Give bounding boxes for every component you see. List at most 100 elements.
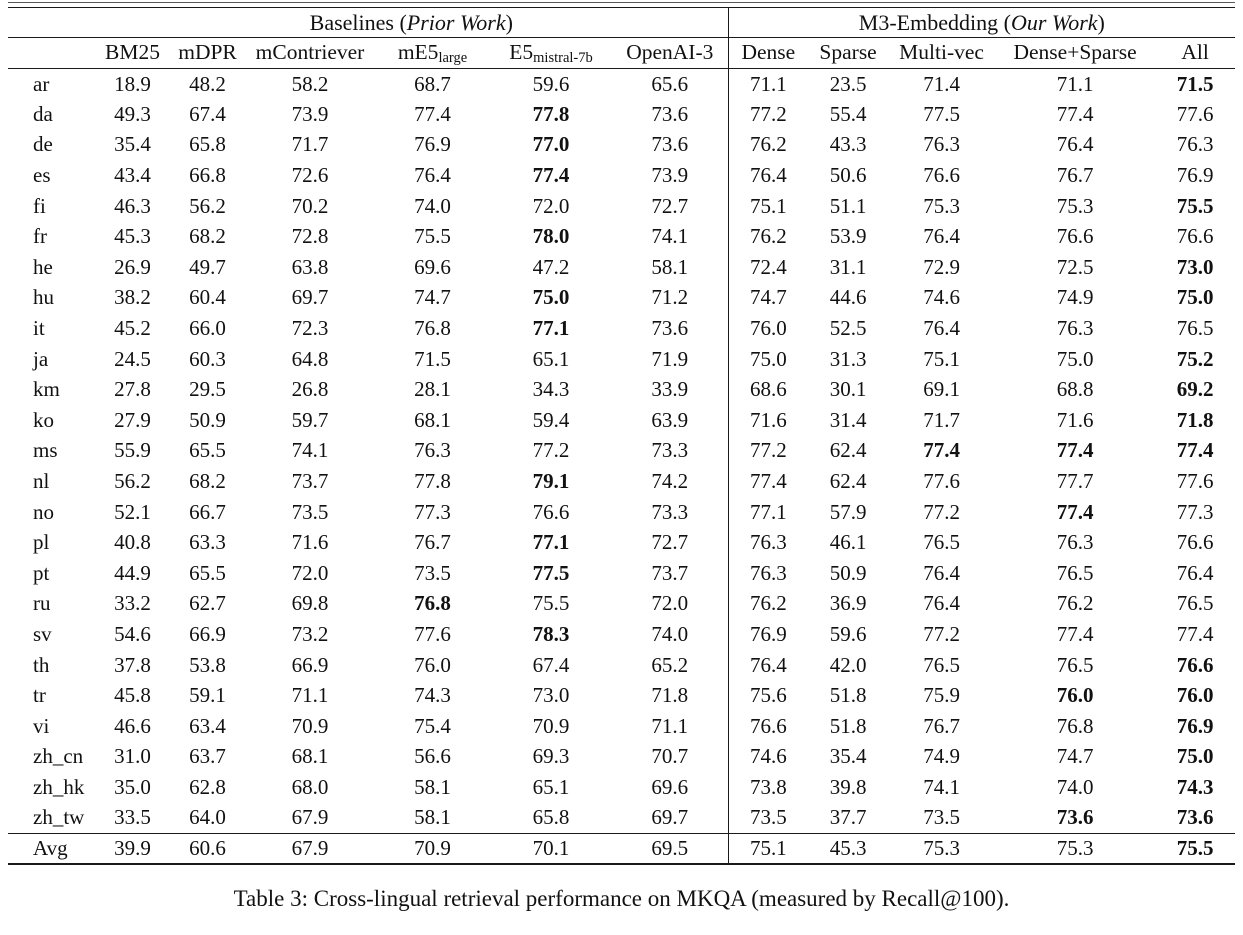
value-cell: 46.3 (114, 193, 151, 218)
row-label: nl (33, 469, 50, 494)
value-cell: 76.6 (1056, 224, 1094, 249)
value-cell: 33.5 (114, 805, 151, 830)
value-cell: 76.7 (923, 713, 960, 738)
value-cell: 51.8 (829, 683, 867, 708)
value-cell: 76.5 (923, 530, 960, 555)
row-label: pl (33, 530, 50, 555)
value-cell: 45.3 (808, 832, 889, 864)
value-cell: 77.6 (923, 469, 960, 494)
value-cell: 74.2 (612, 466, 729, 497)
value-cell: 67.4 (532, 652, 570, 677)
value-cell: 77.6 (1176, 469, 1214, 494)
value-cell: 76.3 (414, 438, 451, 463)
value-cell: 76.3 (923, 132, 960, 157)
value-cell: 43.3 (829, 132, 867, 157)
value-cell: 38.2 (114, 285, 151, 310)
value-cell: 70.9 (375, 832, 490, 864)
value-cell: 73.9 (612, 160, 729, 191)
value-cell: 70.9 (291, 713, 329, 738)
table-row: da 49.3 67.4 73.9 77.4 77.8 73.6 77.2 55.4 77.5 77… (8, 99, 1235, 130)
table-row: fi 46.3 56.2 70.2 74.0 72.0 72.7 75.1 51.1 75.3 75… (8, 190, 1235, 222)
column-header: Dense (728, 37, 809, 69)
table-row: sv 54.6 66.9 73.2 77.6 78.3 74.0 76.9 59.6 77.2 77… (8, 619, 1235, 650)
column-header-row: BM25 mDPR mContriever mE5large E5mistral-7b O… (8, 37, 1236, 69)
results-table: Baselines (Prior Work) M3-Embedding (Our … (8, 7, 1236, 865)
value-cell: 76.5 (923, 652, 960, 677)
value-cell: 76.9 (1176, 163, 1214, 188)
value-cell: 75.0 (1056, 346, 1094, 371)
table-row: km 27.8 29.5 26.8 28.1 34.3 33.9 68.6 30.1 69.1 68… (8, 374, 1235, 406)
value-cell: 76.5 (1176, 591, 1214, 616)
value-cell: 72.7 (612, 190, 729, 222)
table-row: zh_hk 35.0 62.8 68.0 58.1 65.1 69.6 73.8 39.8 74.… (8, 772, 1235, 803)
value-cell: 39.8 (829, 774, 867, 799)
value-cell: 69.6 (414, 254, 451, 279)
value-cell: 73.3 (612, 496, 729, 528)
value-cell: 73.6 (1056, 805, 1094, 830)
value-cell: 76.4 (923, 316, 960, 341)
value-cell: 77.4 (923, 438, 960, 463)
value-cell: 76.2 (749, 224, 787, 249)
value-cell: 77.5 (923, 101, 960, 126)
value-cell: 68.6 (749, 377, 787, 402)
value-cell: 24.5 (114, 346, 151, 371)
value-cell: 76.9 (414, 132, 451, 157)
value-cell: 76.3 (1056, 530, 1094, 555)
value-cell: 52.5 (829, 316, 867, 341)
value-cell: 50.9 (829, 560, 867, 585)
row-label: zh_tw (33, 805, 85, 830)
table-row: fr 45.3 68.2 72.8 75.5 78.0 74.1 76.2 53.9 76.4 76… (8, 221, 1235, 253)
value-cell: 57.9 (829, 499, 867, 524)
row-label: no (33, 499, 54, 524)
value-cell: 77.2 (923, 621, 960, 646)
value-cell: 27.9 (114, 407, 151, 432)
value-cell: 77.2 (749, 101, 787, 126)
value-cell: 76.6 (1176, 652, 1214, 677)
value-cell: 46.1 (829, 530, 867, 555)
value-cell: 76.4 (749, 652, 787, 677)
value-cell: 77.2 (532, 438, 570, 463)
value-cell: 42.0 (829, 652, 867, 677)
value-cell: 51.1 (829, 193, 867, 218)
value-cell: 75.1 (728, 832, 809, 864)
column-header: Multi-vec (888, 37, 996, 69)
value-cell: 77.4 (1176, 438, 1214, 463)
table-row: vi 46.6 63.4 70.9 75.4 70.9 71.1 76.6 51.8 76.7 76… (8, 710, 1235, 742)
value-cell: 76.4 (923, 224, 960, 249)
row-label: tr (33, 683, 46, 708)
table-row: de 35.4 65.8 71.7 76.9 77.0 73.6 76.2 43.3 76.3 76… (8, 129, 1235, 161)
value-cell: 74.1 (291, 438, 329, 463)
table-row: pl 40.8 63.3 71.6 76.7 77.1 72.7 76.3 46.1 76.5 76… (8, 527, 1235, 558)
column-header: mE5large (375, 37, 490, 69)
value-cell: 68.1 (291, 744, 329, 769)
value-cell: 62.4 (829, 469, 867, 494)
table-caption: Table 3: Cross-lingual retrieval perform… (233, 885, 1010, 911)
value-cell: 73.0 (532, 683, 570, 708)
corner-cell (8, 7, 95, 38)
value-cell: 67.9 (291, 805, 329, 830)
value-cell: 73.2 (291, 621, 329, 646)
column-header-subscript: large (438, 50, 468, 67)
value-cell: 31.1 (829, 254, 867, 279)
value-cell: 71.5 (1176, 71, 1214, 96)
value-cell: 60.4 (189, 285, 226, 310)
value-cell: 77.6 (1176, 101, 1214, 126)
row-label: km (33, 377, 60, 402)
value-cell: 76.6 (923, 163, 960, 188)
value-cell: 72.6 (291, 163, 329, 188)
value-cell: 69.2 (1176, 377, 1214, 402)
row-label: zh_hk (33, 774, 85, 799)
row-label: th (33, 652, 50, 677)
value-cell: 60.3 (189, 346, 226, 371)
value-cell: 75.3 (995, 832, 1156, 864)
value-cell: 64.8 (291, 346, 329, 371)
value-cell: 78.3 (532, 621, 570, 646)
value-cell: 78.0 (532, 224, 570, 249)
value-cell: 76.0 (1176, 683, 1214, 708)
value-cell: 56.2 (114, 469, 151, 494)
value-cell: 66.9 (291, 652, 329, 677)
group-header: M3-Embedding (Our Work) (728, 7, 1236, 38)
value-cell: 45.8 (114, 683, 151, 708)
value-cell: 76.3 (1176, 132, 1214, 157)
value-cell: 74.7 (1056, 744, 1094, 769)
